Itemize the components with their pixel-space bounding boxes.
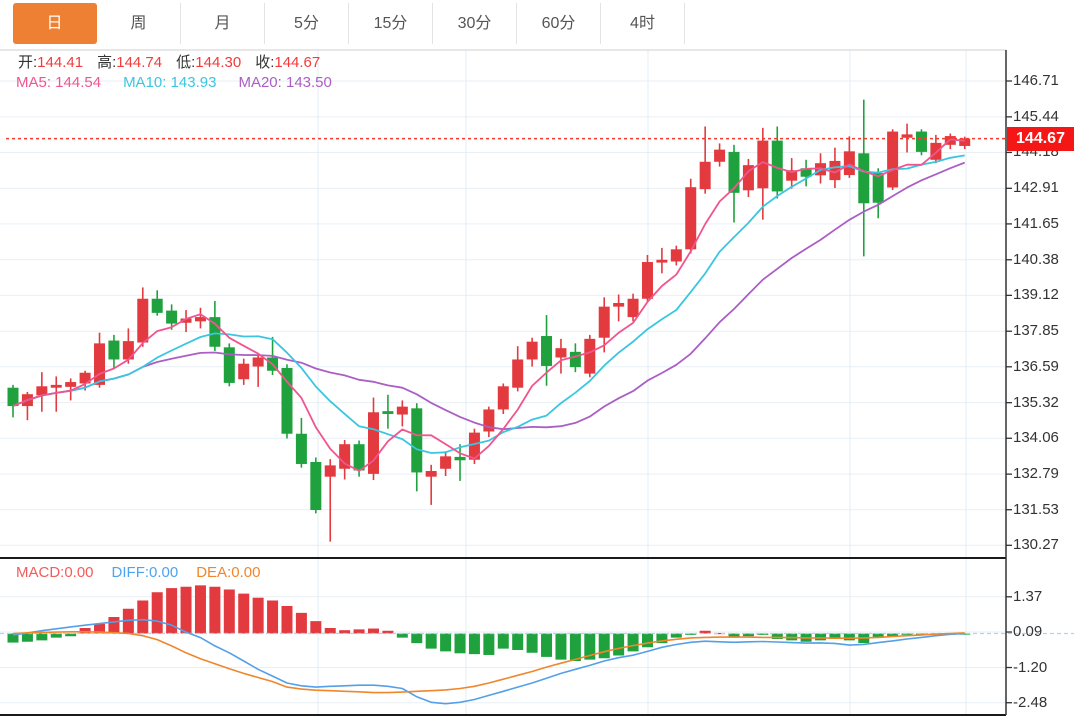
ma20-line [12,161,966,431]
tab-month[interactable]: 月 [181,3,265,44]
axis-tick-label: 141.65 [1013,214,1059,232]
diff-line [12,618,965,705]
axis-tick-label: 132.79 [1013,465,1059,483]
axis-tick-label: 140.38 [1013,250,1059,268]
axis-tick-label: 142.91 [1013,179,1059,197]
axis-tick-label: -1.20 [1013,658,1048,676]
ma5-legend-item: MA5: 144.54 [16,74,102,91]
ma10-line [12,154,965,454]
axis-tick-label: -2.48 [1013,693,1048,711]
tab-5min[interactable]: 5分 [265,3,349,44]
open-label: 开: [18,54,38,71]
diff-legend-item: DIFF:0.00 [111,564,179,581]
dea-legend-item: DEA:0.00 [196,564,261,581]
axis-tick-label: 145.44 [1013,107,1059,125]
low-value: 144.30 [195,54,242,71]
ma-legend: MA5: 144.54 MA10: 143.93 MA20: 143.50 [16,74,354,91]
tab-week[interactable]: 周 [97,3,181,44]
high-value: 144.74 [116,54,163,71]
ma5-line [12,138,965,472]
axis-tick-label: 134.06 [1013,429,1059,447]
axis-tick-label: 1.37 [1013,587,1043,605]
dea-line [12,630,965,694]
tab-4hour[interactable]: 4时 [601,3,685,44]
ma10-legend-item: MA10: 143.93 [123,74,217,91]
close-value: 144.67 [274,54,321,71]
tab-15min[interactable]: 15分 [349,3,433,44]
high-label: 高: [97,54,117,71]
low-label: 低: [176,54,196,71]
axis-tick-label: 137.85 [1013,322,1059,340]
axis-tick-label: 136.59 [1013,357,1059,375]
axis-tick-label: 135.32 [1013,393,1059,411]
ma20-legend-item: MA20: 143.50 [238,74,332,91]
macd-legend-item: MACD:0.00 [16,564,94,581]
tab-60min[interactable]: 60分 [517,3,601,44]
macd-legend: MACD:0.00 DIFF:0.00 DEA:0.00 [16,564,278,581]
axis-tick-label: 131.53 [1013,500,1059,518]
axis-tick-label: 130.27 [1013,536,1059,554]
tab-30min[interactable]: 30分 [433,3,517,44]
axis-tick-label: 139.12 [1013,286,1059,304]
open-value: 144.41 [37,54,84,71]
tab-day[interactable]: 日 [13,3,97,44]
last-price-tag: 144.67 [1007,127,1074,151]
candlestick-series [7,99,971,542]
ohlc-legend: 开:144.41 高:144.74 低:144.30 收:144.67 [18,51,334,72]
axis-tick-label: 0.09 [1013,623,1043,641]
period-tabbar: 日 周 月 5分 15分 30分 60分 4时 [0,0,1074,44]
close-label: 收: [255,54,275,71]
axis-tick-label: 146.71 [1013,72,1059,89]
